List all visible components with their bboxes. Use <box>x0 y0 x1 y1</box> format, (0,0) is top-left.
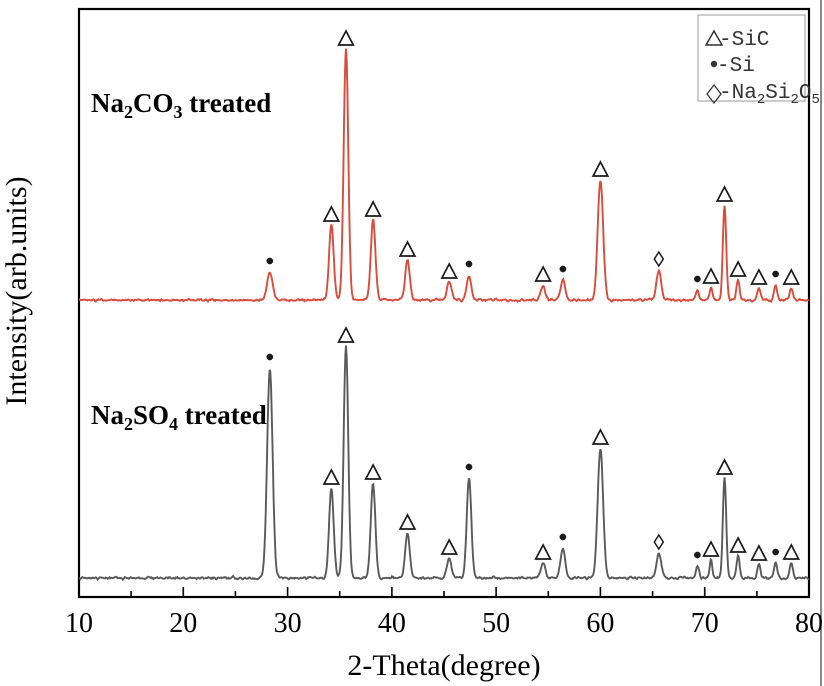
svg-text:30: 30 <box>274 608 302 639</box>
svg-text:-Si: -Si <box>717 55 755 78</box>
svg-text:20: 20 <box>169 608 197 639</box>
svg-text:Intensity(arb.units): Intensity(arb.units) <box>0 176 33 405</box>
svg-text:Na2CO3 treated: Na2CO3 treated <box>91 88 271 122</box>
svg-text:Na2SO4 treated: Na2SO4 treated <box>91 400 267 434</box>
svg-text:40: 40 <box>378 608 406 639</box>
svg-text:-SiC: -SiC <box>719 29 769 52</box>
svg-text:60: 60 <box>586 608 614 639</box>
svg-text:50: 50 <box>482 608 510 639</box>
svg-text:2-Theta(degree): 2-Theta(degree) <box>347 649 540 682</box>
svg-text:70: 70 <box>691 608 719 639</box>
svg-text:-Na2Si2O5: -Na2Si2O5 <box>719 82 820 108</box>
svg-text:80: 80 <box>795 608 823 639</box>
svg-text:10: 10 <box>65 608 93 639</box>
